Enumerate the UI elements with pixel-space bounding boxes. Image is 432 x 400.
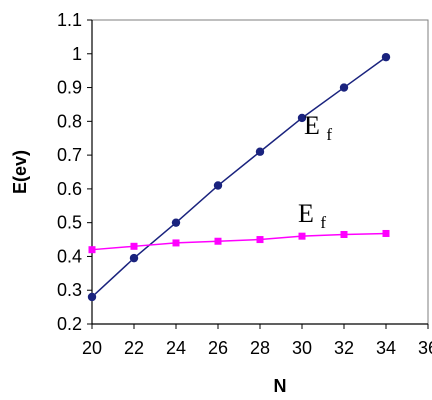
series-label-magenta-main: E <box>298 199 314 228</box>
y-tick-label: 0.8 <box>57 111 82 131</box>
series-label-blue: E f <box>304 111 332 144</box>
y-tick-label: 0.7 <box>57 145 82 165</box>
x-tick-label: 22 <box>124 338 144 358</box>
x-tick-label: 28 <box>250 338 270 358</box>
data-point <box>340 230 348 238</box>
x-tick-label: 34 <box>376 338 396 358</box>
y-tick-label: 1.1 <box>57 10 82 30</box>
series-layer <box>87 52 391 302</box>
x-tick-label: 36 <box>418 338 432 358</box>
data-point <box>214 237 222 245</box>
data-point <box>171 218 181 227</box>
data-point <box>213 181 223 190</box>
data-point <box>339 83 349 92</box>
series-line-magenta <box>91 232 387 251</box>
y-tick-label: 0.2 <box>57 314 82 334</box>
y-axis-title: E(ev) <box>10 150 30 194</box>
y-tick-label: 0.9 <box>57 78 82 98</box>
y-tick-label: 0.4 <box>57 246 82 266</box>
data-point <box>87 292 97 302</box>
y-tick-label: 1 <box>72 44 82 64</box>
series-label-magenta-sub: f <box>320 213 326 232</box>
series-line-blue <box>91 56 387 298</box>
x-tick-label: 30 <box>292 338 312 358</box>
data-point <box>382 229 390 237</box>
y-tick-label: 0.6 <box>57 179 82 199</box>
x-tick-label: 24 <box>166 338 186 358</box>
data-point <box>88 246 96 254</box>
x-tick-label: 20 <box>82 338 102 358</box>
y-tick-label: 0.5 <box>57 213 82 233</box>
x-tick-label: 26 <box>208 338 228 358</box>
y-axis: 0.2 0.3 0.4 0.5 0.6 0.7 0.8 0.9 1 1.1 <box>57 10 93 334</box>
data-point <box>255 147 265 156</box>
data-point <box>381 52 391 62</box>
series-label-magenta: E f <box>298 199 326 232</box>
x-axis-title: N <box>274 376 287 396</box>
plot-frame <box>91 19 429 325</box>
series-label-blue-sub: f <box>326 125 332 144</box>
data-point <box>129 253 139 263</box>
data-point <box>298 232 306 240</box>
y-tick-label: 0.3 <box>57 280 82 300</box>
data-point <box>297 113 307 123</box>
x-axis: 20 22 24 26 28 30 32 34 36 <box>82 323 432 358</box>
plot-area <box>91 19 429 325</box>
data-point <box>172 239 180 247</box>
data-point <box>130 242 138 250</box>
x-tick-label: 32 <box>334 338 354 358</box>
series-label-blue-main: E <box>304 111 320 140</box>
data-point <box>256 236 264 244</box>
